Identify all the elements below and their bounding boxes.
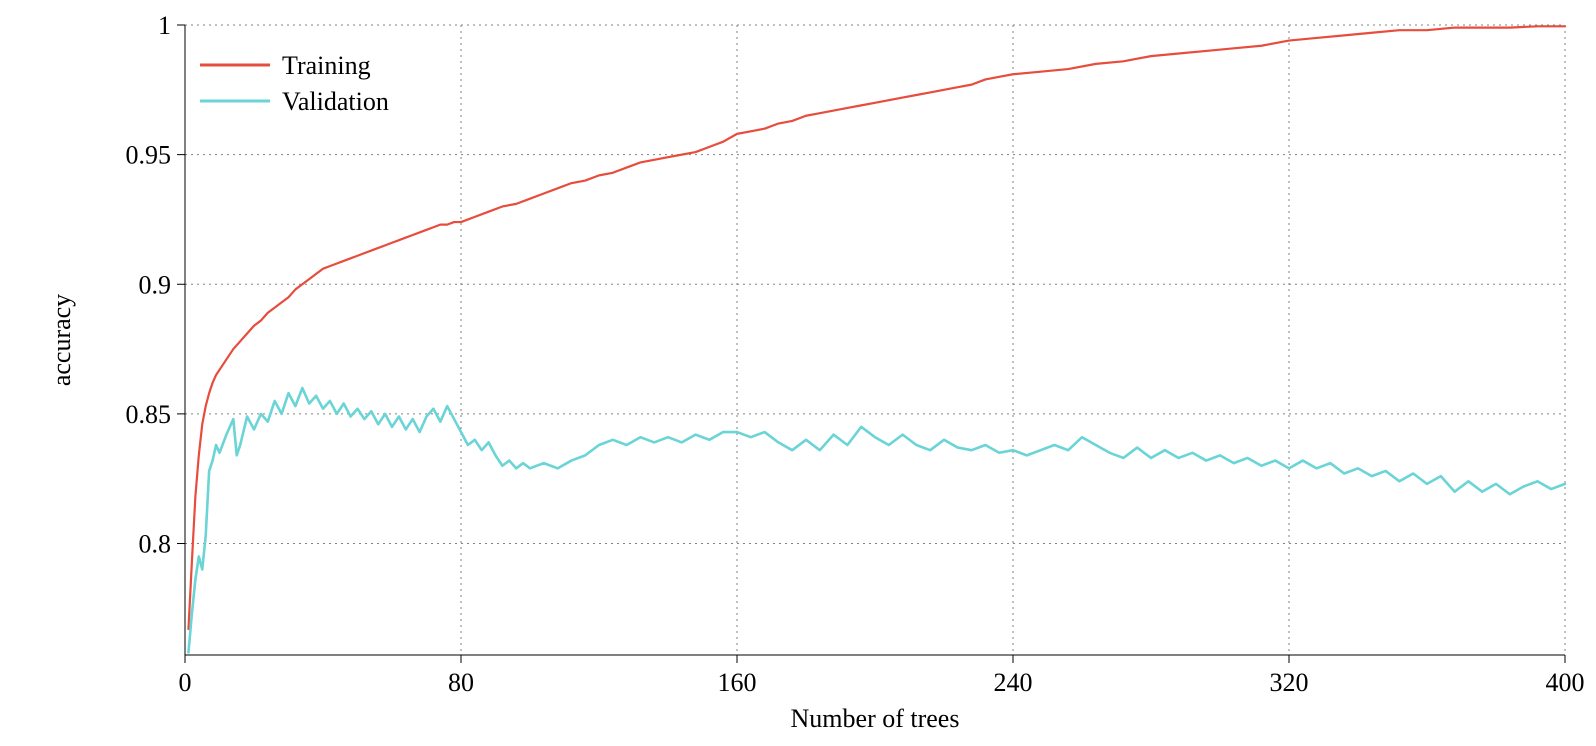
x-tick-label: 80 <box>448 668 474 697</box>
x-tick-label: 160 <box>718 668 757 697</box>
x-axis-label: Number of trees <box>791 704 960 733</box>
legend-label: Training <box>282 51 371 80</box>
x-tick-label: 0 <box>179 668 192 697</box>
accuracy-vs-trees-chart: 0 80 160 240 320 400 0.8 0.85 0.9 0.95 1 Number of … <box>0 0 1596 746</box>
y-tick-label: 0.95 <box>126 141 172 170</box>
chart-svg: 0 80 160 240 320 400 0.8 0.85 0.9 0.95 1 Number of … <box>0 0 1596 746</box>
y-tick-label: 1 <box>158 11 171 40</box>
y-tick-label: 0.85 <box>126 400 172 429</box>
x-tick-label: 400 <box>1546 668 1585 697</box>
x-tick-label: 320 <box>1270 668 1309 697</box>
y-tick-label: 0.9 <box>139 270 172 299</box>
x-tick-label: 240 <box>994 668 1033 697</box>
legend-label: Validation <box>282 87 389 116</box>
y-tick-label: 0.8 <box>139 530 172 559</box>
y-axis-label: accuracy <box>47 294 76 386</box>
